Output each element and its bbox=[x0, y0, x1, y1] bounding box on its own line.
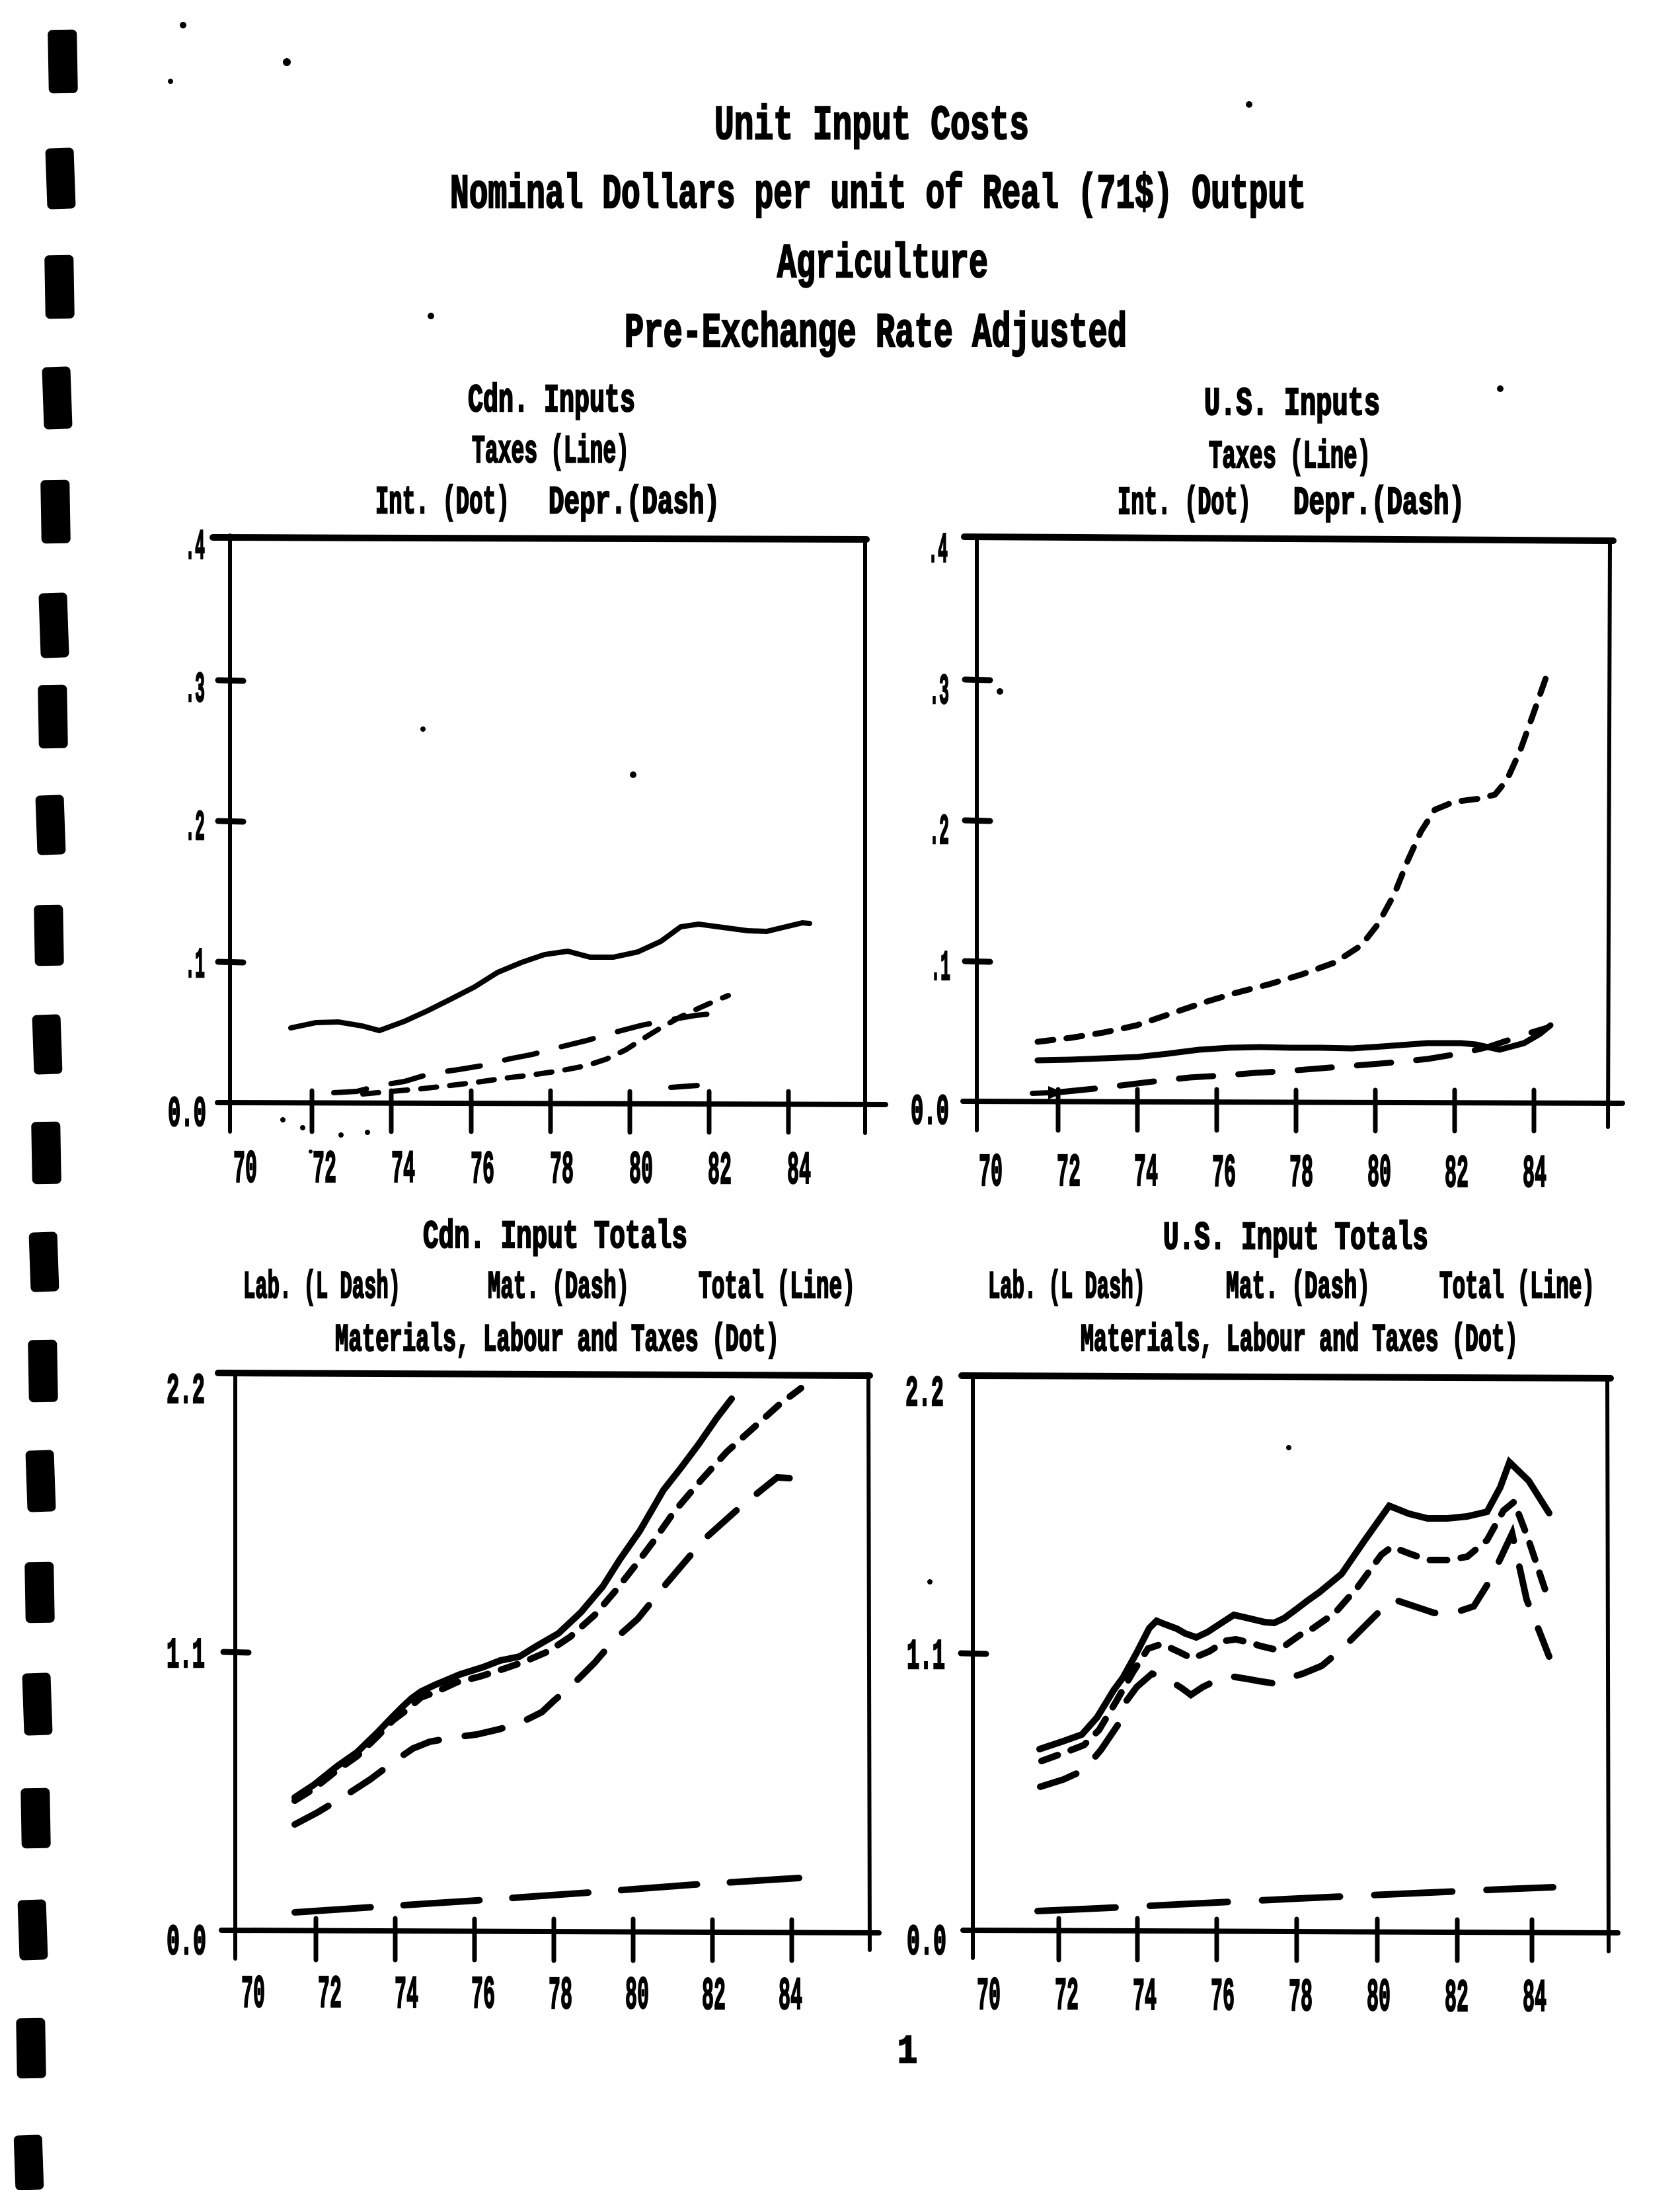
svg-text:Agriculture: Agriculture bbox=[777, 237, 988, 292]
svg-text:74: 74 bbox=[391, 1144, 415, 1196]
svg-text:0.0: 0.0 bbox=[168, 1090, 206, 1139]
svg-text:Mat. (Dash): Mat. (Dash) bbox=[488, 1267, 629, 1310]
svg-text:0.0: 0.0 bbox=[907, 1918, 946, 1967]
svg-text:Int. (Dot): Int. (Dot) bbox=[1118, 481, 1251, 526]
svg-text:2.2: 2.2 bbox=[167, 1367, 205, 1416]
svg-text:Lab. (L Dash): Lab. (L Dash) bbox=[988, 1267, 1145, 1310]
svg-text:76: 76 bbox=[1212, 1148, 1236, 1200]
svg-text:U.S. Inputs: U.S. Inputs bbox=[1204, 382, 1380, 426]
svg-text:Unit Input Costs: Unit Input Costs bbox=[714, 98, 1029, 153]
svg-text:Materials, Labour and Taxes (D: Materials, Labour and Taxes (Dot) bbox=[335, 1319, 779, 1362]
svg-text:72: 72 bbox=[1057, 1148, 1081, 1200]
svg-text:84: 84 bbox=[1523, 1973, 1546, 2025]
svg-text:Taxes (Line): Taxes (Line) bbox=[1209, 435, 1371, 479]
svg-text:70: 70 bbox=[977, 1971, 1001, 2023]
svg-text:72: 72 bbox=[318, 1969, 342, 2021]
svg-text:84: 84 bbox=[787, 1146, 811, 1198]
svg-text:80: 80 bbox=[1367, 1148, 1391, 1200]
svg-text:.2: .2 bbox=[185, 804, 205, 853]
svg-text:1: 1 bbox=[897, 2030, 917, 2075]
svg-text:U.S. Input Totals: U.S. Input Totals bbox=[1163, 1216, 1428, 1261]
svg-text:Depr.(Dash): Depr.(Dash) bbox=[549, 481, 720, 525]
svg-text:.1: .1 bbox=[931, 944, 950, 993]
svg-text:76: 76 bbox=[471, 1145, 494, 1197]
svg-text:82: 82 bbox=[708, 1146, 732, 1198]
svg-text:74: 74 bbox=[1134, 1148, 1158, 1200]
svg-text:0.0: 0.0 bbox=[911, 1088, 949, 1137]
svg-text:.3: .3 bbox=[929, 668, 949, 717]
svg-text:78: 78 bbox=[549, 1971, 572, 2023]
svg-text:74: 74 bbox=[395, 1970, 418, 2022]
svg-text:.3: .3 bbox=[185, 666, 205, 715]
svg-text:74: 74 bbox=[1133, 1972, 1157, 2024]
svg-text:82: 82 bbox=[1445, 1149, 1469, 1201]
svg-text:1.1: 1.1 bbox=[167, 1631, 205, 1680]
svg-text:.4: .4 bbox=[185, 523, 205, 572]
svg-text:Nominal Dollars per unit of Re: Nominal Dollars per unit of Real (71$) O… bbox=[450, 167, 1306, 222]
svg-text:Int. (Dot): Int. (Dot) bbox=[375, 481, 510, 525]
svg-text:Cdn. Input Totals: Cdn. Input Totals bbox=[423, 1215, 687, 1259]
svg-text:76: 76 bbox=[1211, 1972, 1235, 2024]
svg-text:70: 70 bbox=[233, 1144, 257, 1196]
svg-text:78: 78 bbox=[550, 1145, 574, 1197]
svg-text:.1: .1 bbox=[185, 941, 205, 990]
svg-text:84: 84 bbox=[1523, 1149, 1546, 1201]
svg-text:1.1: 1.1 bbox=[907, 1633, 945, 1682]
svg-text:70: 70 bbox=[241, 1969, 265, 2021]
svg-text:.2: .2 bbox=[929, 808, 949, 857]
svg-text:Mat. (Dash): Mat. (Dash) bbox=[1226, 1267, 1370, 1310]
svg-text:84: 84 bbox=[779, 1971, 802, 2023]
svg-text:Total (Line): Total (Line) bbox=[1439, 1267, 1595, 1310]
svg-text:0.0: 0.0 bbox=[167, 1918, 206, 1967]
svg-text:72: 72 bbox=[313, 1144, 336, 1196]
svg-text:78: 78 bbox=[1289, 1148, 1313, 1200]
svg-text:72: 72 bbox=[1055, 1971, 1079, 2023]
svg-text:2.2: 2.2 bbox=[905, 1370, 944, 1419]
svg-text:82: 82 bbox=[702, 1971, 726, 2023]
svg-text:Taxes (Line): Taxes (Line) bbox=[472, 430, 629, 474]
svg-text:78: 78 bbox=[1289, 1973, 1313, 2025]
svg-text:Materials, Labour and Taxes (D: Materials, Labour and Taxes (Dot) bbox=[1081, 1319, 1518, 1362]
svg-text:70: 70 bbox=[979, 1148, 1003, 1200]
svg-text:Pre-Exchange Rate Adjusted: Pre-Exchange Rate Adjusted bbox=[625, 306, 1127, 361]
svg-text:80: 80 bbox=[625, 1971, 649, 2023]
svg-text:.4: .4 bbox=[928, 526, 948, 575]
svg-text:82: 82 bbox=[1445, 1973, 1469, 2025]
svg-text:Lab. (L Dash): Lab. (L Dash) bbox=[243, 1267, 401, 1310]
svg-text:80: 80 bbox=[629, 1145, 653, 1197]
svg-text:80: 80 bbox=[1367, 1973, 1391, 2025]
svg-text:Cdn. Inputs: Cdn. Inputs bbox=[468, 379, 635, 423]
svg-text:Total (Line): Total (Line) bbox=[699, 1267, 855, 1310]
svg-text:76: 76 bbox=[471, 1970, 495, 2022]
svg-text:Depr.(Dash): Depr.(Dash) bbox=[1293, 481, 1465, 526]
